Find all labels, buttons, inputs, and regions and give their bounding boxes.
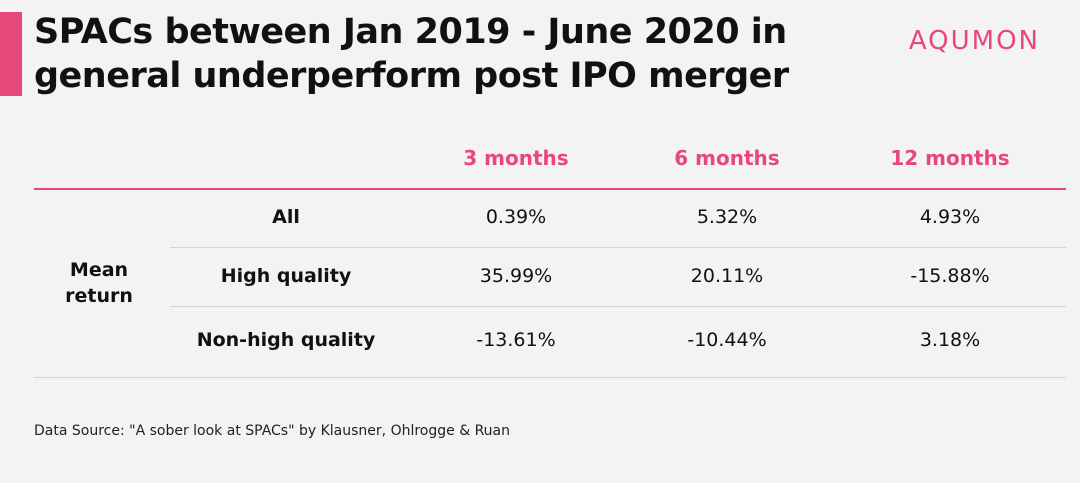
row-divider (170, 247, 1066, 248)
page-title: SPACs between Jan 2019 - June 2020 in ge… (34, 10, 834, 98)
header-divider (34, 188, 1066, 190)
accent-bar (0, 12, 22, 96)
row-group-label: Mean return (34, 257, 164, 309)
row-group-label-line-2: return (65, 285, 133, 307)
title-line-2: general underperform post IPO merger (34, 56, 789, 96)
data-source-note: Data Source: "A sober look at SPACs" by … (34, 423, 510, 439)
cell-all-6-months: 5.32% (696, 206, 758, 228)
row-group-label-line-1: Mean (69, 259, 129, 281)
cell-all-3-months: 0.39% (485, 206, 547, 228)
cell-high-quality-6-months: 20.11% (690, 265, 764, 287)
cell-non-high-quality-12-months: 3.18% (919, 329, 981, 351)
row-label-high-quality: High quality (220, 265, 352, 287)
row-label-non-high-quality: Non-high quality (196, 329, 376, 351)
row-divider (170, 306, 1066, 307)
cell-high-quality-12-months: -15.88% (910, 265, 990, 287)
column-header-12-months: 12 months (890, 146, 1010, 170)
table-bottom-divider (34, 377, 1066, 378)
column-header-6-months: 6 months (674, 146, 780, 170)
row-label-all: All (272, 206, 300, 228)
brand-logo: AQUMON (908, 26, 1040, 56)
cell-high-quality-3-months: 35.99% (479, 265, 553, 287)
cell-all-12-months: 4.93% (919, 206, 981, 228)
title-line-1: SPACs between Jan 2019 - June 2020 in (34, 12, 787, 52)
cell-non-high-quality-3-months: -13.61% (476, 329, 556, 351)
column-header-3-months: 3 months (463, 146, 569, 170)
cell-non-high-quality-6-months: -10.44% (687, 329, 767, 351)
